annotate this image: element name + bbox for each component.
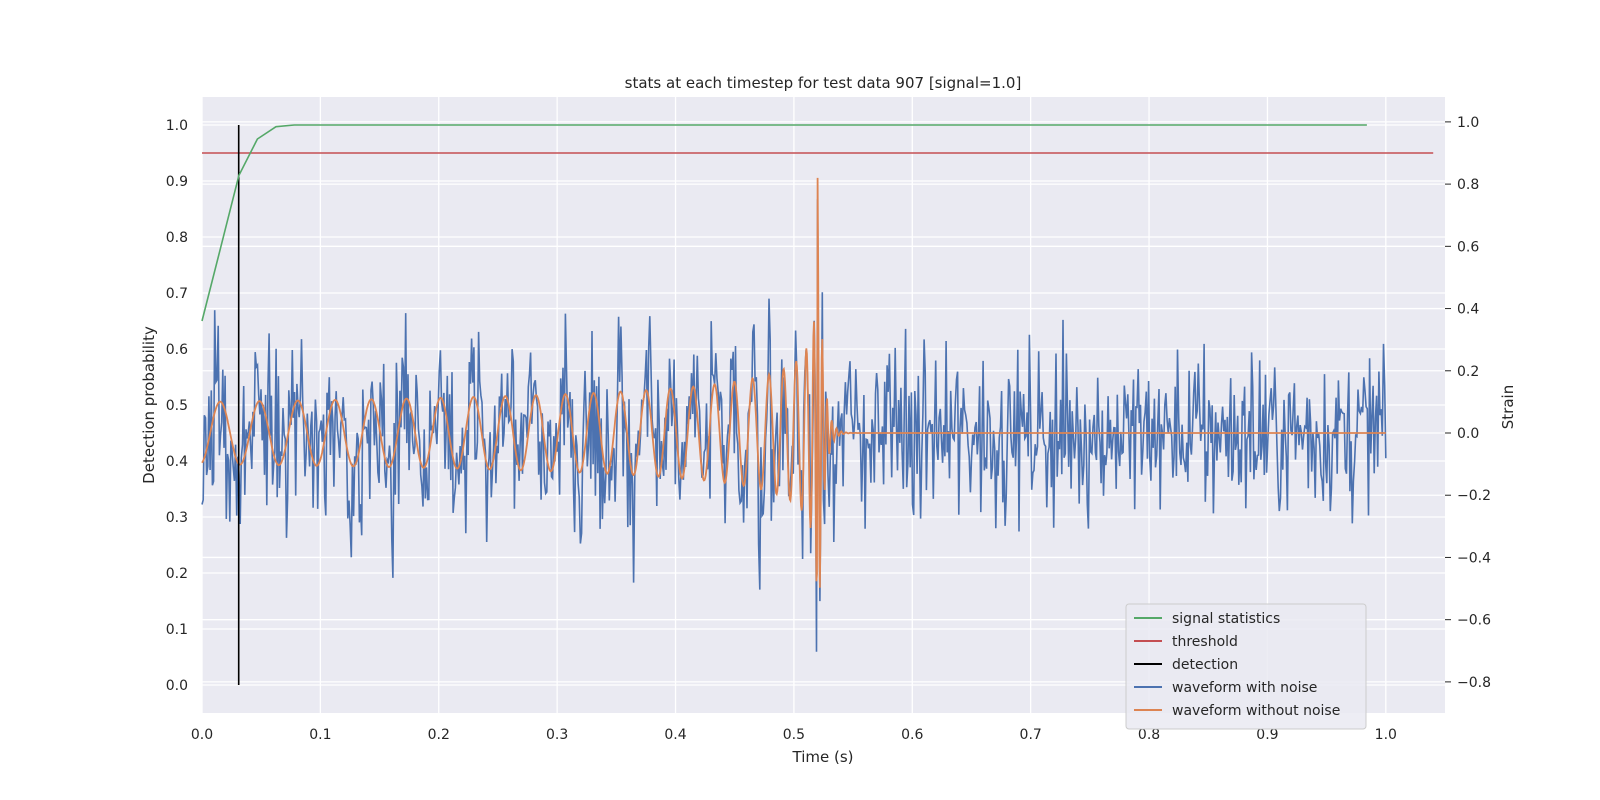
x-tick-label: 0.4 <box>664 727 686 743</box>
y-right-axis-label: Strain <box>1499 385 1517 429</box>
legend: signal statistics threshold detection wavef… <box>1125 603 1367 730</box>
chart-title: stats at each timestep for test data 907… <box>625 74 1022 92</box>
legend-label: waveform with noise <box>1172 680 1317 696</box>
y-right-tick-label: −0.2 <box>1457 488 1491 504</box>
x-tick-label: 1.0 <box>1375 727 1397 743</box>
x-tick-label: 0.8 <box>1138 727 1160 743</box>
y-right-tick-label: 1.0 <box>1457 115 1479 131</box>
y-right-tick-label: −0.4 <box>1457 550 1491 566</box>
x-tick-label: 0.1 <box>309 727 331 743</box>
legend-label: threshold <box>1172 634 1238 650</box>
x-tick-label: 0.7 <box>1020 727 1042 743</box>
series-layer <box>201 124 1434 685</box>
y-right-tick-label: −0.8 <box>1457 675 1491 691</box>
y-right-tick-label: 0.6 <box>1457 239 1479 255</box>
y-left-axis-label: Detection probability <box>140 326 158 484</box>
legend-box <box>1125 603 1367 730</box>
x-tick-label: 0.9 <box>1256 727 1278 743</box>
x-axis-ticks: 0.0 0.1 0.2 0.3 0.4 0.5 0.6 0.7 0.8 0.9 1.0 <box>191 727 1397 743</box>
y-left-tick-label: 1.0 <box>166 118 188 134</box>
y-left-tick-label: 0.3 <box>166 510 188 526</box>
y-right-tick-label: 0.2 <box>1457 364 1479 380</box>
y-left-tick-label: 0.0 <box>166 678 188 694</box>
y-left-tick-label: 0.6 <box>166 342 188 358</box>
y-left-tick-label: 0.2 <box>166 566 188 582</box>
x-tick-label: 0.0 <box>191 727 213 743</box>
y-left-axis-ticks: 0.0 0.1 0.2 0.3 0.4 0.5 0.6 0.7 0.8 0.9 1.0 <box>166 118 188 694</box>
y-left-tick-label: 0.4 <box>166 454 188 470</box>
x-tick-label: 0.2 <box>428 727 450 743</box>
y-right-tick-label: −0.6 <box>1457 613 1491 629</box>
y-right-tick-label: 0.4 <box>1457 302 1479 318</box>
y-right-tick-label: 0.0 <box>1457 426 1479 442</box>
y-right-axis-ticks: −0.8 −0.6 −0.4 −0.2 0.0 0.2 0.4 0.6 0.8 1.0 <box>1445 115 1491 691</box>
series-waveform-without-noise <box>201 177 1386 588</box>
legend-label: waveform without noise <box>1172 703 1340 719</box>
y-left-tick-label: 0.9 <box>166 174 188 190</box>
x-tick-label: 0.3 <box>546 727 568 743</box>
x-axis-label: Time (s) <box>792 748 854 766</box>
legend-label: detection <box>1172 657 1238 673</box>
y-left-tick-label: 0.5 <box>166 398 188 414</box>
y-right-tick-label: 0.8 <box>1457 177 1479 193</box>
y-left-tick-label: 0.1 <box>166 622 188 638</box>
x-tick-label: 0.6 <box>901 727 923 743</box>
x-tick-label: 0.5 <box>783 727 805 743</box>
y-left-tick-label: 0.7 <box>166 286 188 302</box>
y-left-tick-label: 0.8 <box>166 230 188 246</box>
series-signal-statistics <box>201 124 1367 322</box>
legend-label: signal statistics <box>1172 611 1280 627</box>
